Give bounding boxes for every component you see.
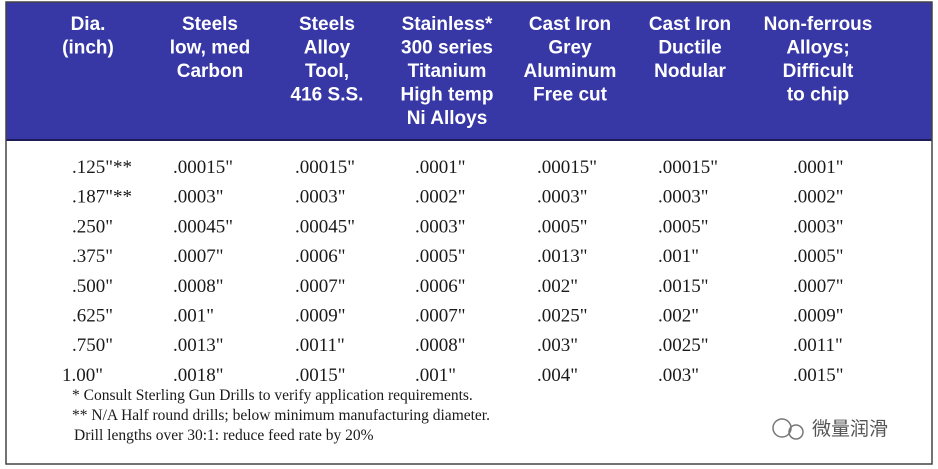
cell: .00045" [295, 216, 355, 237]
footnote: Drill lengths over 30:1: reduce feed rat… [74, 427, 374, 444]
column-header: Aluminum [524, 61, 617, 82]
cell: .0011" [793, 335, 843, 356]
column-header: Ductile [658, 38, 721, 59]
cell: .00015" [658, 157, 718, 178]
cell: .003" [537, 335, 578, 356]
cell: .0015" [793, 365, 844, 386]
column-header: Grey [548, 38, 592, 59]
cell: .0001" [793, 157, 844, 178]
cell: .0005" [537, 216, 588, 237]
cell: .750" [72, 335, 113, 356]
column-header: Carbon [177, 61, 244, 82]
cell: .0015" [658, 276, 709, 297]
column-header: Ni Alloys [407, 108, 488, 129]
column-header: to chip [787, 85, 849, 106]
column-header: Steels [299, 14, 355, 35]
cell: .004" [537, 365, 578, 386]
footnote: ** N/A Half round drills; below minimum … [72, 407, 490, 424]
column-header: Cast Iron [529, 14, 611, 35]
cell: .0003" [295, 187, 346, 208]
column-header: High temp [401, 85, 494, 106]
cell: .0015" [295, 365, 346, 386]
footnote: * Consult Sterling Gun Drills to verify … [72, 387, 473, 404]
cell: .125"** [72, 157, 132, 178]
cell: .250" [72, 216, 113, 237]
cell: .0025" [658, 335, 709, 356]
cell: .0009" [793, 306, 844, 327]
cell: .0003" [793, 216, 844, 237]
cell: .0008" [173, 276, 224, 297]
cell: .0007" [295, 276, 346, 297]
cell: .002" [658, 306, 699, 327]
cell: .002" [537, 276, 578, 297]
frame [5, 1, 933, 465]
cell: .0003" [658, 187, 709, 208]
cell: .0018" [173, 365, 224, 386]
cell: .0006" [295, 246, 346, 267]
column-header: Cast Iron [649, 14, 731, 35]
cell: .0005" [658, 216, 709, 237]
cell: .0009" [295, 306, 346, 327]
cell: .00015" [295, 157, 355, 178]
column-header: Free cut [533, 85, 608, 106]
watermark-icon [788, 424, 804, 440]
cell: .003" [658, 365, 699, 386]
cell: .500" [72, 276, 113, 297]
column-header: Alloy [304, 38, 351, 59]
watermark-text: 微量润滑 [812, 418, 888, 440]
column-header: (inch) [62, 38, 114, 59]
cell: .0007" [793, 276, 844, 297]
column-header: Alloys; [786, 38, 849, 59]
cell: 1.00" [62, 365, 103, 386]
column-header: Non-ferrous [764, 14, 873, 35]
cell: .001" [173, 306, 214, 327]
cell: .0003" [173, 187, 224, 208]
column-header: Difficult [783, 61, 854, 82]
cell: .0002" [793, 187, 844, 208]
cell: .0005" [415, 246, 466, 267]
cell: .375" [72, 246, 113, 267]
cell: .0002" [415, 187, 466, 208]
column-header: Tool, [305, 61, 349, 82]
cell: .0025" [537, 306, 588, 327]
cell: .0008" [415, 335, 466, 356]
cell: .625" [72, 306, 113, 327]
column-header: Dia. [71, 14, 106, 35]
column-header: low, med [170, 38, 251, 59]
column-header: Stainless* [402, 14, 493, 35]
column-header: Steels [182, 14, 238, 35]
watermark: 微量润滑 [772, 418, 888, 440]
cell: .0011" [295, 335, 345, 356]
cell: .0005" [793, 246, 844, 267]
header-band [6, 2, 932, 140]
cell: .0007" [173, 246, 224, 267]
column-header: 300 series [401, 38, 493, 59]
cell: .00015" [537, 157, 597, 178]
cell: .0013" [537, 246, 588, 267]
cell: .001" [415, 365, 456, 386]
column-header: 416 S.S. [291, 85, 364, 106]
cell: .0003" [537, 187, 588, 208]
cell: .187"** [72, 187, 132, 208]
cell: .0006" [415, 276, 466, 297]
cell: .0007" [415, 306, 466, 327]
cell: .0001" [415, 157, 466, 178]
cell: .00015" [173, 157, 233, 178]
cell: .00045" [173, 216, 233, 237]
cell: .0003" [415, 216, 466, 237]
cell: .0013" [173, 335, 224, 356]
cell: .001" [658, 246, 699, 267]
column-header: Nodular [654, 61, 726, 82]
column-header: Titanium [408, 61, 487, 82]
